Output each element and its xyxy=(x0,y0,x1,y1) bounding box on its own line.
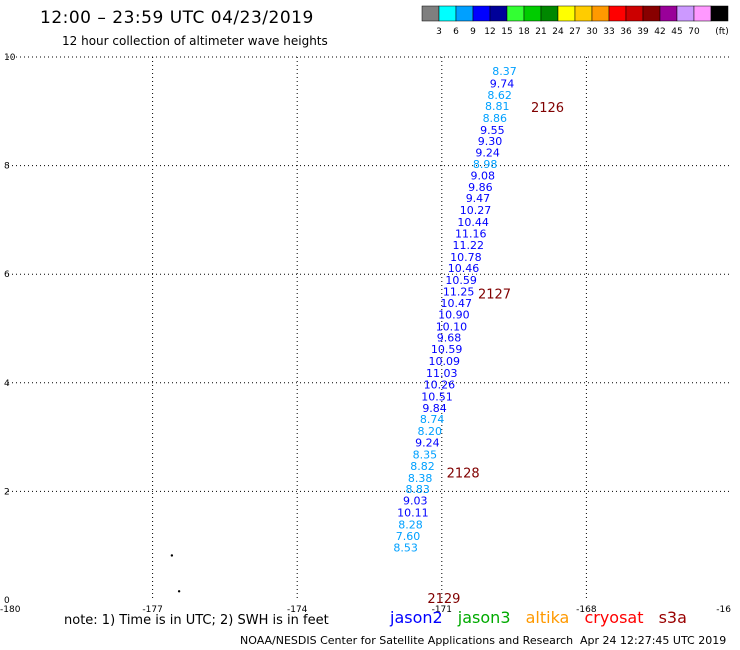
x-tick-label: -171 xyxy=(432,605,452,615)
y-tick-label: 2 xyxy=(4,487,10,497)
observation-dot xyxy=(170,554,174,557)
wave-height-value: 9.84 xyxy=(422,402,447,415)
wave-height-value: 9.47 xyxy=(466,192,491,205)
y-tick-label: 10 xyxy=(4,53,16,63)
legend-tick-label: 36 xyxy=(620,27,632,37)
wave-height-value: 8.53 xyxy=(393,541,418,554)
y-tick-label: 6 xyxy=(4,270,10,280)
wave-height-value: 10.59 xyxy=(445,274,477,287)
satellite-jason3: jason3 xyxy=(457,608,511,627)
x-tick-label: -174 xyxy=(287,605,308,615)
wave-height-value: 11.16 xyxy=(455,227,487,240)
wave-height-value: 8.37 xyxy=(492,65,517,78)
wave-height-value: 9.08 xyxy=(471,169,496,182)
wave-height-value: 9.24 xyxy=(475,147,500,160)
wave-height-value: 10.78 xyxy=(450,251,482,264)
wave-height-value: 7.60 xyxy=(396,530,421,543)
pass-number-label: 2127 xyxy=(478,287,511,302)
footnote: note: 1) Time is in UTC; 2) SWH is in fe… xyxy=(64,613,329,628)
wave-height-value: 9.24 xyxy=(415,437,440,450)
legend-tick-label: 42 xyxy=(654,27,665,37)
y-tick-label: 4 xyxy=(4,379,10,389)
wave-height-value: 8.86 xyxy=(483,112,508,125)
wave-height-value: 11.22 xyxy=(453,239,485,252)
wave-height-value: 10.27 xyxy=(460,204,492,217)
wave-height-value: 9.55 xyxy=(480,124,505,137)
generation-timestamp: Apr 24 12:27:45 UTC 2019 xyxy=(580,634,727,647)
satellite-s3a: s3a xyxy=(658,608,687,627)
wave-height-value: 10.51 xyxy=(421,390,453,403)
chart-title: 12:00 – 23:59 UTC 04/23/2019 xyxy=(40,8,314,28)
legend-unit: (ft) xyxy=(715,27,729,37)
legend-tick-label: 27 xyxy=(569,27,580,37)
wave-height-value: 10.47 xyxy=(441,297,473,310)
legend-tick-label: 45 xyxy=(671,27,682,37)
legend-tick-label: 12 xyxy=(484,27,495,37)
legend-tick-label: 24 xyxy=(552,27,564,37)
wave-height-value: 8.20 xyxy=(418,425,443,438)
satellite-legend: jason2 jason3 altika cryosat s3a xyxy=(390,608,697,627)
wave-height-value: 10.90 xyxy=(438,308,470,321)
legend-swatch xyxy=(710,5,729,22)
y-tick-label: 0 xyxy=(4,596,10,606)
wave-height-value: 10.11 xyxy=(397,507,429,520)
chart-subtitle: 12 hour collection of altimeter wave hei… xyxy=(62,34,328,48)
wave-height-value: 8.98 xyxy=(473,158,498,171)
observation-dot xyxy=(177,590,181,593)
legend-tick-label: 9 xyxy=(470,27,476,37)
wave-height-value: 10.26 xyxy=(424,378,456,391)
wave-height-value: 8.82 xyxy=(410,460,435,473)
wave-height-value: 9.03 xyxy=(403,495,428,508)
wave-height-value: 9.86 xyxy=(468,181,493,194)
wave-height-value: 8.81 xyxy=(485,100,510,113)
wave-height-value: 8.38 xyxy=(408,472,433,485)
credit-line: NOAA/NESDIS Center for Satellite Applica… xyxy=(240,634,574,647)
wave-height-value: 10.09 xyxy=(428,355,460,368)
pass-number-label: 2126 xyxy=(531,101,564,116)
satellite-altika: altika xyxy=(525,608,570,627)
pass-number-label: 2128 xyxy=(447,466,480,481)
wave-height-value: 11.25 xyxy=(443,286,475,299)
wave-height-value: 10.59 xyxy=(431,343,463,356)
pass-number-label: 2129 xyxy=(427,592,460,607)
x-tick-label: -177 xyxy=(142,605,162,615)
legend-tick-label: 3 xyxy=(436,27,442,37)
x-tick-label: -180 xyxy=(0,605,21,615)
y-tick-label: 8 xyxy=(4,162,10,172)
legend-tick-label: 21 xyxy=(535,27,546,37)
wave-height-value: 8.35 xyxy=(413,448,438,461)
x-tick-label: -168 xyxy=(576,605,597,615)
satellite-cryosat: cryosat xyxy=(584,608,644,627)
legend-tick-label: 18 xyxy=(518,27,530,37)
legend-tick-label: 33 xyxy=(603,27,614,37)
color-legend: 3 6 9 12 15 18 21 24 27 30 33 36 39 42 45 70 (ft) xyxy=(421,5,729,37)
wave-height-value: 8.74 xyxy=(420,413,445,426)
satellite-jason2: jason2 xyxy=(390,608,443,627)
legend-tick-label: 70 xyxy=(688,27,700,37)
wave-height-value: 10.10 xyxy=(436,320,468,333)
legend-tick-label: 15 xyxy=(501,27,512,37)
legend-tick-label: 30 xyxy=(586,27,598,37)
wave-height-value: 11.03 xyxy=(426,367,458,380)
wave-height-value: 10.46 xyxy=(448,262,480,275)
x-tick-label: -16 xyxy=(716,605,731,615)
wave-height-value: 9.74 xyxy=(490,78,515,91)
wave-height-value: 8.83 xyxy=(405,483,430,496)
wave-height-value: 10.44 xyxy=(457,216,489,229)
legend-tick-label: 39 xyxy=(637,27,649,37)
wave-height-value: 9.30 xyxy=(478,135,503,148)
legend-tick-label: 6 xyxy=(453,27,459,37)
wave-height-value: 8.28 xyxy=(398,519,423,532)
wave-height-value: 9.68 xyxy=(437,332,462,345)
wave-height-value: 8.62 xyxy=(487,89,512,102)
